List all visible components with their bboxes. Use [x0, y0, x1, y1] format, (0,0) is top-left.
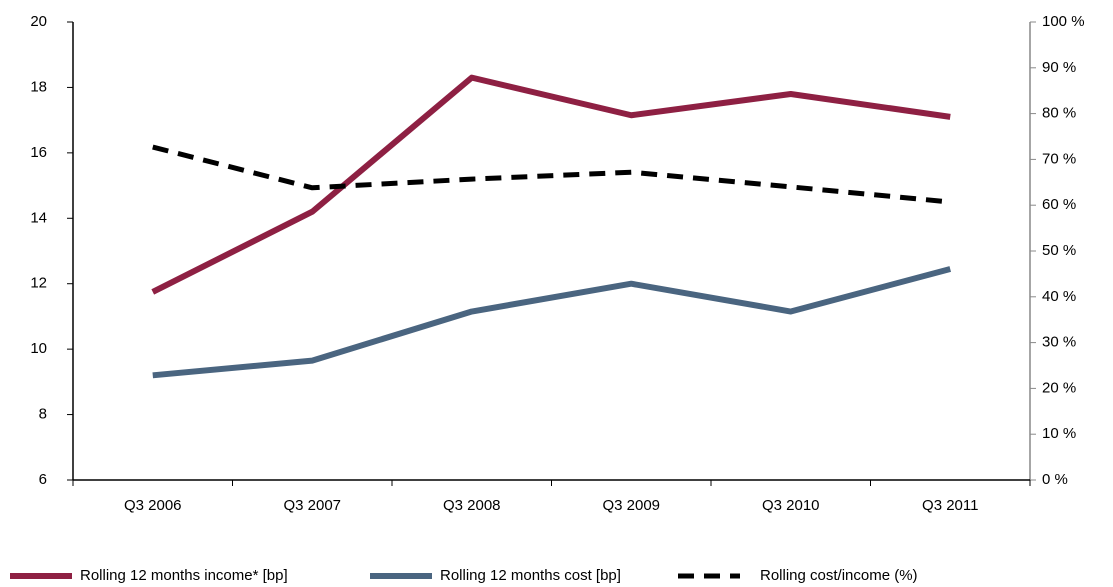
y2-tick-label: 20 % [1042, 379, 1076, 396]
x-tick-label: Q3 2007 [283, 497, 341, 514]
y-tick-label: 16 [30, 144, 47, 161]
y-tick-label: 12 [30, 275, 47, 292]
y2-tick-label: 70 % [1042, 150, 1076, 167]
x-tick-label: Q3 2011 [922, 497, 978, 514]
y2-tick-label: 0 % [1042, 471, 1068, 488]
y2-tick-label: 40 % [1042, 288, 1076, 305]
y2-tick-label: 30 % [1042, 334, 1076, 351]
y2-tick-label: 80 % [1042, 105, 1076, 122]
x-tick-label: Q3 2008 [443, 497, 501, 514]
x-tick-label: Q3 2006 [124, 497, 182, 514]
y2-tick-label: 50 % [1042, 242, 1076, 259]
y2-tick-label: 10 % [1042, 425, 1076, 442]
y-tick-label: 6 [39, 471, 47, 488]
series-line [151, 74, 951, 295]
y2-tick-label: 90 % [1042, 59, 1076, 76]
series-line [152, 144, 951, 205]
y-tick-label: 14 [30, 209, 47, 226]
x-tick-label: Q3 2009 [602, 497, 660, 514]
y-tick-label: 10 [30, 340, 47, 357]
y2-tick-label: 100 % [1042, 13, 1085, 30]
y2-tick-label: 60 % [1042, 196, 1076, 213]
y-tick-label: 18 [30, 78, 47, 95]
x-tick-label: Q3 2010 [762, 497, 820, 514]
series-line [152, 266, 952, 379]
legend-label: Rolling 12 months income* [bp] [80, 567, 288, 584]
legend-label: Rolling 12 months cost [bp] [440, 567, 621, 584]
legend-label: Rolling cost/income (%) [760, 567, 918, 584]
y-tick-label: 8 [39, 406, 47, 423]
y-tick-label: 20 [30, 13, 47, 30]
